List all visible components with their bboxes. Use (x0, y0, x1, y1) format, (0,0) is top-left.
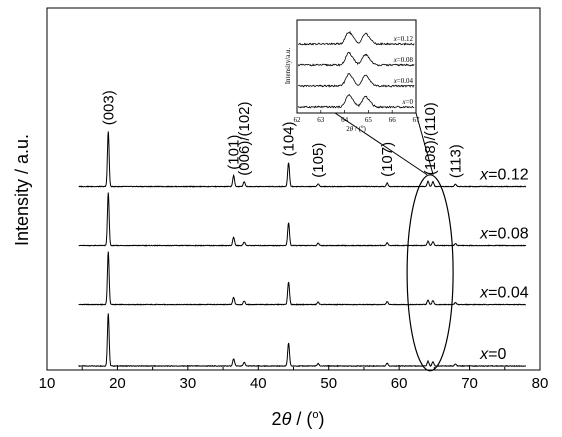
peak-label: (003) (100, 90, 117, 125)
peak-label: (101) (226, 135, 243, 170)
series-label-value: =0.12 (488, 167, 529, 184)
inset-series-label-value: =0.12 (397, 35, 414, 43)
peak-label: (108)/(110) (422, 102, 439, 175)
x-tick-label: 40 (250, 375, 267, 392)
inset-series-label-value: =0 (406, 98, 414, 106)
inset-series-trace (297, 51, 415, 67)
inset-series-label-value: =0.08 (397, 56, 414, 64)
inset-series-label: x=0.12 (393, 35, 414, 43)
inset-series-label: x=0.08 (393, 56, 414, 64)
inset-x-tick-label: 66 (389, 116, 397, 124)
x-axis-title-close: ) (318, 409, 324, 429)
inset-x-tick-label: 62 (294, 116, 302, 124)
inset-series-label-var: x (393, 56, 398, 64)
inset-x-ticks: 62 63 64 65 66 67 (294, 110, 421, 124)
series-trace (78, 251, 526, 306)
series-label-var: x (479, 167, 489, 184)
inset-series-trace (298, 73, 415, 88)
inset-x-axis-title-close: ) (363, 125, 366, 133)
callout-line-left (334, 112, 428, 176)
x-tick-label: 50 (320, 375, 337, 392)
inset-traces (297, 30, 415, 109)
y-axis-title: Intensity / a.u. (12, 134, 32, 246)
inset-series-label: x=0.04 (393, 77, 414, 85)
series-label-var: x (479, 285, 489, 302)
inset-series-label-var: x (393, 77, 398, 85)
inset-series-trace (297, 30, 415, 46)
x-tick-label: 80 (532, 375, 549, 392)
inset-x-axis-title: 2θ / (o) (346, 125, 366, 133)
series-label-value: =0 (488, 346, 506, 363)
series-label: x=0.04 (479, 285, 529, 302)
x-axis-title: 2θ / (o) (272, 409, 325, 429)
inset-series-label-value: =0.04 (397, 77, 414, 85)
x-tick-label: 70 (461, 375, 478, 392)
x-tick-label: 10 (39, 375, 56, 392)
inset-chart: 62 63 64 65 66 67 x=0x=0.04x=0.08x=0.12 Inten… (284, 19, 421, 133)
callout-line-right (415, 112, 434, 175)
peak-label: (105) (310, 143, 327, 178)
series-label: x=0 (479, 346, 506, 363)
series-label-var: x (479, 346, 489, 363)
series-labels: x=0x=0.04x=0.08x=0.12 (479, 167, 529, 363)
inset-series-label: x=0 (401, 98, 413, 106)
inset-plot-frame (296, 19, 417, 114)
inset-series-labels: x=0x=0.04x=0.08x=0.12 (393, 35, 414, 106)
peak-label: (107) (379, 142, 396, 177)
x-axis-title-symbol: θ (282, 409, 292, 429)
inset-series-label-var: x (393, 35, 398, 43)
inset-series-label-var: x (401, 98, 406, 106)
series-trace (78, 131, 527, 188)
series-trace (78, 192, 527, 247)
inset-x-axis-title-prefix: 2 (346, 125, 350, 133)
peak-labels: (003) (101)(006)/(102) (104) (105) (107) (108… (100, 90, 464, 178)
inset-x-tick-label: 63 (317, 116, 325, 124)
x-tick-label: 20 (109, 375, 126, 392)
inset-y-axis-title: Intensity/a.u. (284, 47, 292, 84)
peak-label: (006)/(102) (236, 101, 253, 175)
peak-label: (104) (281, 121, 298, 156)
x-axis-title-suffix: / ( (291, 409, 312, 429)
series-label: x=0.12 (479, 167, 529, 184)
inset-x-tick-label: 65 (365, 116, 373, 124)
main-x-ticks: 10 20 30 40 50 60 70 80 (39, 365, 549, 392)
series-label-var: x (479, 226, 489, 243)
x-tick-label: 30 (180, 375, 197, 392)
inset-x-tick-label: 67 (413, 116, 421, 124)
series-label: x=0.08 (479, 226, 529, 243)
x-axis-title-unit: o (312, 409, 318, 421)
x-axis-title-prefix: 2 (272, 409, 282, 429)
series-label-value: =0.04 (488, 285, 529, 302)
inset-x-axis-title-symbol: θ (350, 125, 354, 133)
x-tick-label: 60 (391, 375, 408, 392)
inset-series-trace (297, 94, 415, 109)
series-label-value: =0.08 (488, 226, 529, 243)
inset-x-tick-label: 64 (341, 116, 349, 124)
peak-label: (113) (448, 144, 465, 178)
highlight-ellipse (406, 174, 454, 372)
main-plot-frame (46, 7, 541, 371)
inset-x-axis-title-suffix: / ( (353, 125, 361, 133)
series-trace (78, 313, 527, 368)
inset-x-axis-title-unit: o (361, 125, 364, 130)
